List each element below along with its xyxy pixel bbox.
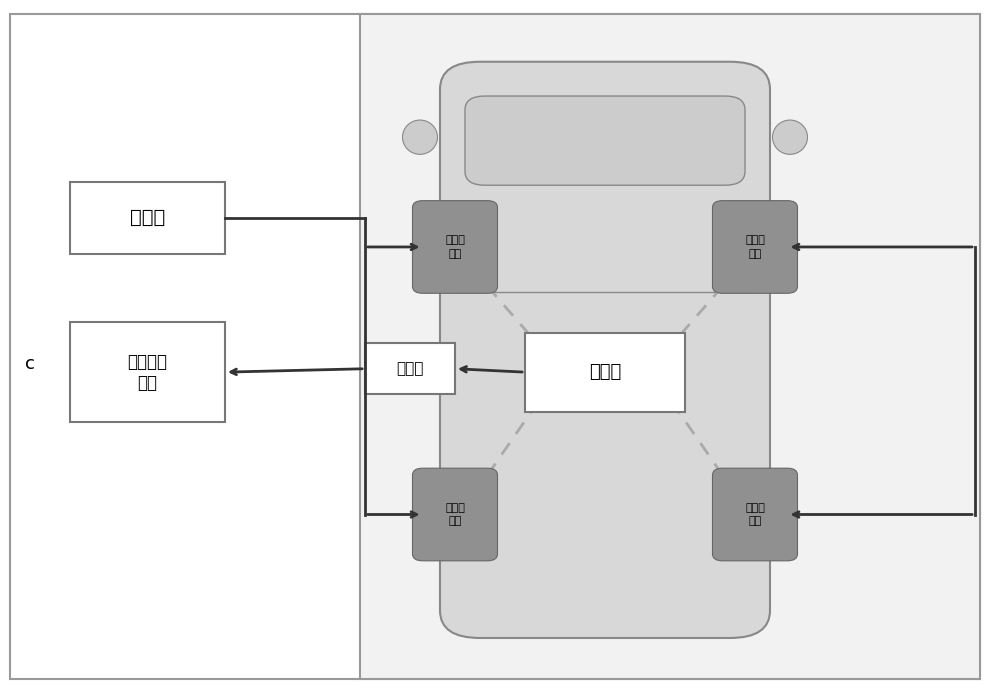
- Bar: [360, 14, 980, 679]
- Text: 转换器: 转换器: [396, 362, 424, 376]
- FancyBboxPatch shape: [440, 62, 770, 638]
- Text: 中央处理
单元: 中央处理 单元: [128, 353, 168, 392]
- Text: 左前发
射器: 左前发 射器: [445, 235, 465, 259]
- Bar: [70, 322, 225, 422]
- Text: c: c: [25, 355, 35, 372]
- Bar: [525, 333, 685, 412]
- FancyBboxPatch shape: [712, 468, 798, 561]
- FancyBboxPatch shape: [413, 200, 498, 294]
- Bar: [365, 343, 455, 394]
- Text: 触发器: 触发器: [130, 209, 165, 227]
- FancyBboxPatch shape: [712, 200, 798, 294]
- Text: 右后发
射器: 右后发 射器: [745, 503, 765, 526]
- Ellipse shape: [772, 120, 808, 154]
- Ellipse shape: [402, 120, 438, 154]
- FancyBboxPatch shape: [413, 468, 498, 561]
- Text: 左后发
射器: 左后发 射器: [445, 503, 465, 526]
- Bar: [70, 182, 225, 254]
- Text: 接收器: 接收器: [589, 363, 621, 381]
- Text: 右前发
射器: 右前发 射器: [745, 235, 765, 259]
- FancyBboxPatch shape: [465, 96, 745, 185]
